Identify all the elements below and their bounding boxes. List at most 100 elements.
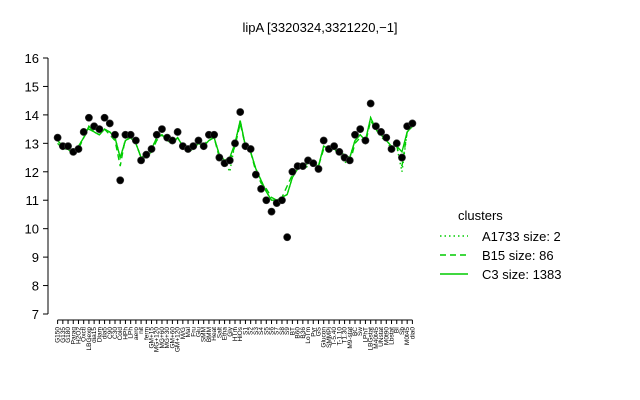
x-tick-label: M/G [180, 327, 187, 339]
legend-label: C3 size: 1383 [482, 267, 562, 282]
x-tick-label: Diam [96, 327, 103, 342]
data-point [147, 145, 156, 153]
x-tick-label: Mal [185, 326, 192, 337]
x-tick-label: S2 [248, 327, 255, 335]
x-tick-label: Sb [399, 327, 406, 335]
x-tick-label: SMMPi [326, 327, 333, 348]
x-tick-label: GM+60 [169, 327, 176, 349]
data-point [105, 119, 114, 128]
data-point [246, 145, 255, 153]
x-tick-label: Oxctl [81, 326, 88, 341]
data-point [74, 145, 83, 153]
x-tick-label: HTm [232, 327, 239, 341]
data-point [398, 153, 406, 162]
x-tick-label: UNstat [378, 327, 385, 347]
x-tick-label: aero [133, 327, 140, 340]
data-point [131, 136, 140, 145]
x-tick-label: MG+120 [154, 327, 161, 352]
data-point [142, 150, 151, 159]
y-tick-label: 12 [25, 165, 39, 180]
x-tick-label: M9-stat [347, 327, 354, 349]
x-tick-label: Etha [222, 327, 229, 341]
x-tick-label: HiOs [237, 326, 244, 341]
x-tick-label: S3 [253, 327, 260, 335]
x-tick-label: Lbstat [389, 327, 396, 345]
data-point [382, 133, 391, 142]
x-tick-label: LoTm [305, 327, 312, 344]
y-tick-label: 13 [25, 136, 39, 151]
data-point [158, 125, 166, 134]
x-tick-label: dia5 [102, 327, 109, 340]
data-point [335, 147, 344, 156]
x-tick-label: Cold [117, 327, 124, 341]
data-point [314, 165, 323, 173]
data-point [366, 99, 375, 108]
x-tick-label: B60 [295, 327, 302, 339]
data-point [64, 142, 72, 151]
data-point [215, 153, 224, 162]
x-tick-label: S5 [263, 327, 270, 335]
x-tick-label: MG+60 [159, 327, 166, 349]
y-tick-label: 9 [32, 250, 39, 265]
x-tick-label: GM+15 [149, 327, 156, 349]
x-tick-label: G180 [65, 327, 72, 343]
data-point [168, 136, 177, 145]
data-point [387, 145, 396, 153]
x-tick-label: SMM [201, 327, 208, 342]
x-tick-label: Heat [211, 327, 218, 341]
x-tick-label: B36 [300, 327, 307, 339]
x-tick-label: BT [289, 327, 296, 335]
x-tick-label: LPhT [362, 327, 369, 343]
data-point [408, 119, 417, 128]
data-point [173, 128, 182, 136]
x-tick-label: Salt [216, 327, 223, 338]
data-point [100, 113, 109, 122]
x-tick-label: S8 [279, 327, 286, 335]
y-tick-label: 15 [25, 79, 39, 94]
data-point [283, 233, 292, 242]
data-point [361, 136, 370, 145]
x-tick-label: S6 [269, 327, 276, 335]
data-point [53, 133, 62, 142]
data-point [392, 139, 401, 148]
x-tick-label: G135 [60, 327, 67, 343]
data-point [345, 156, 354, 165]
x-tick-label: M0t90 [383, 327, 390, 345]
x-tick-label: S4 [258, 327, 265, 335]
y-tick-label: 11 [26, 193, 40, 208]
x-tick-label: C30 [112, 327, 119, 339]
x-tick-label: dia0 [409, 327, 416, 340]
x-tick-label: Glucon [321, 327, 328, 348]
data-point [231, 139, 239, 148]
data-point [257, 184, 265, 193]
x-tick-label: C90 [107, 327, 114, 339]
data-point [377, 128, 385, 136]
x-tick-label: nit [138, 327, 145, 334]
data-point [298, 162, 307, 170]
x-tick-label: S9 [284, 327, 291, 335]
data-point [210, 130, 219, 139]
legend-title: clusters [458, 208, 503, 223]
legend-label: A1733 size: 2 [482, 229, 561, 244]
x-tick-label: S7 [274, 327, 281, 335]
y-tick-label: 7 [32, 307, 39, 322]
x-tick-label: Pyr [310, 326, 317, 337]
data-point [194, 136, 203, 145]
y-tick-label: 10 [25, 222, 39, 237]
x-tick-label: LBGexp [86, 327, 93, 351]
y-tick-label: 16 [25, 51, 39, 66]
data-point [236, 108, 245, 116]
data-point [79, 128, 88, 136]
x-tick-label: S1 [242, 327, 249, 335]
x-tick-label: LPh [128, 327, 135, 339]
x-tick-label: H2O2 [75, 327, 82, 344]
data-point [278, 196, 286, 205]
y-tick-label: 14 [25, 108, 39, 123]
x-tick-label: Glu [195, 327, 202, 338]
x-tick-label: M0t45 [404, 327, 411, 345]
data-point [199, 142, 208, 151]
x-tick-label: BMM [206, 327, 213, 342]
data-point [319, 136, 328, 145]
x-tick-label: Sw [357, 327, 364, 336]
x-tick-label: dia15 [91, 327, 98, 343]
